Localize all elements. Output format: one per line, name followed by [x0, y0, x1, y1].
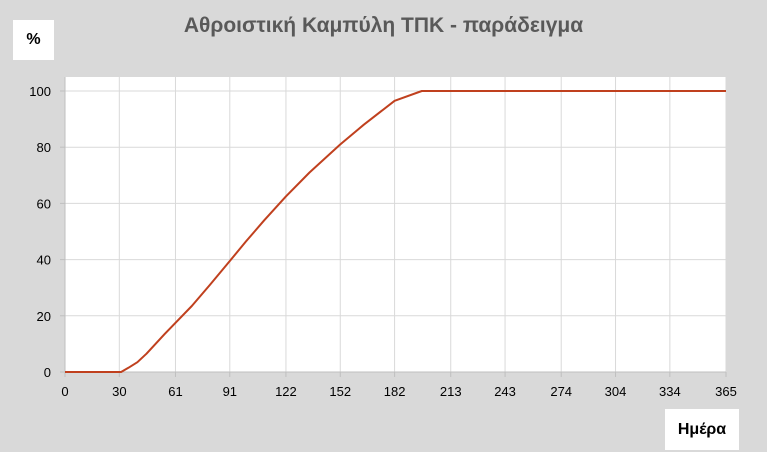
- chart-title: Αθροιστική Καμπύλη ΤΠΚ - παράδειγμα: [183, 14, 584, 37]
- y-tick-labels: 0 20 40 60 80 100: [29, 84, 51, 380]
- series-group: [65, 90, 726, 373]
- y-tick-label: 80: [37, 140, 51, 155]
- x-tick-label: 61: [168, 384, 182, 399]
- y-tick-label: 100: [29, 84, 51, 99]
- y-tick-label: 0: [44, 365, 51, 380]
- x-axis-label: Ημέρα: [665, 409, 739, 450]
- series-line: [65, 90, 726, 373]
- x-tick-label: 365: [715, 384, 737, 399]
- grid-lines: [65, 77, 727, 372]
- y-tick-label: 20: [37, 309, 51, 324]
- x-tick-label: 274: [550, 384, 572, 399]
- x-tick-label: 213: [440, 384, 462, 399]
- x-tick-label: 243: [494, 384, 516, 399]
- x-tick-label: 304: [605, 384, 627, 399]
- plot-area: [65, 77, 726, 372]
- x-tick-label: 152: [329, 384, 351, 399]
- y-tick-label: 60: [37, 196, 51, 211]
- y-tick-label: 40: [37, 253, 51, 268]
- x-tick-label: 0: [61, 384, 68, 399]
- x-tick-label: 182: [384, 384, 406, 399]
- x-tick-labels: 0 30 61 91 122 152 182 213 243 274 304 334 365: [61, 384, 736, 399]
- x-tick-label: 30: [112, 384, 126, 399]
- axes: [60, 77, 727, 377]
- x-tick-label: 91: [223, 384, 237, 399]
- y-axis-label: %: [13, 20, 54, 60]
- x-tick-label: 334: [659, 384, 681, 399]
- x-tick-label: 122: [275, 384, 297, 399]
